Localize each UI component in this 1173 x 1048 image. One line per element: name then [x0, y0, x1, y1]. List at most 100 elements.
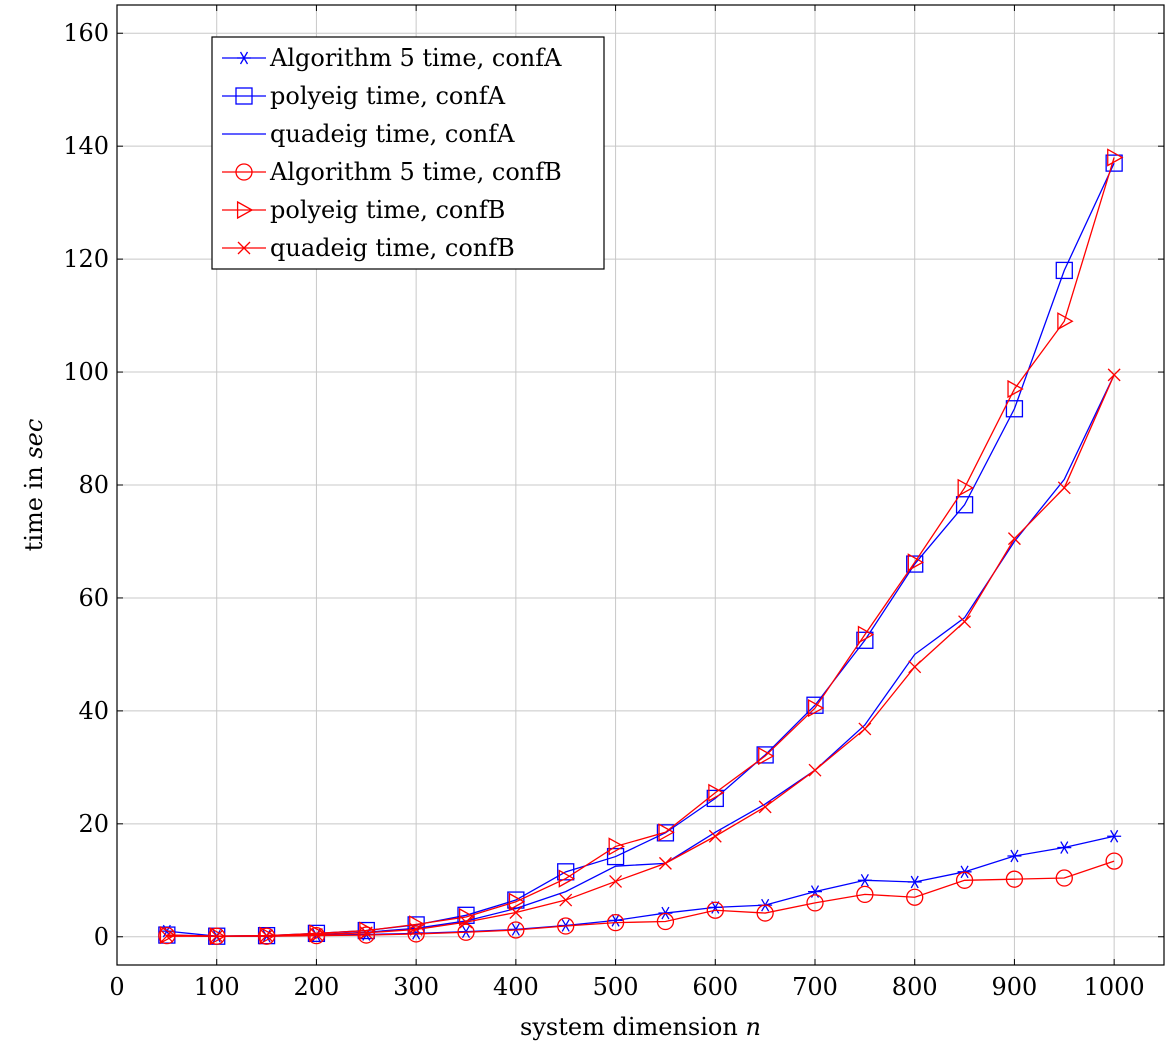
data-point — [509, 906, 523, 919]
x-axis-label: system dimension — [520, 1013, 738, 1041]
legend-label: Algorithm 5 time, confB — [269, 158, 562, 186]
data-point — [758, 800, 772, 814]
y-tick-label: 160 — [63, 19, 109, 47]
data-point — [606, 847, 625, 866]
data-point — [957, 478, 974, 497]
data-point — [606, 913, 625, 932]
x-tick-label: 1000 — [1084, 973, 1145, 1001]
data-point — [359, 926, 373, 940]
data-point — [558, 869, 576, 888]
series-layer — [158, 148, 1124, 946]
data-point — [557, 917, 575, 935]
y-axis-title: time in sec — [20, 419, 48, 552]
data-point — [1105, 154, 1123, 172]
x-axis-title: system dimension n — [520, 1013, 761, 1041]
data-point — [955, 496, 974, 514]
ticks: 0 100 200 300 400 500 600 700 800 900 1000 0 20 40 60 8… — [63, 5, 1164, 1001]
data-point — [1007, 532, 1021, 546]
data-point — [656, 912, 675, 931]
y-tick-label: 60 — [78, 584, 109, 612]
data-point — [459, 915, 473, 929]
x-tick-label: 900 — [992, 973, 1038, 1001]
data-point — [1105, 852, 1123, 870]
legend-entry: polyeig time, confB — [222, 196, 505, 224]
y-tick-label: 100 — [63, 358, 109, 386]
y-tick-label: 80 — [78, 471, 109, 499]
y-tick-label: 140 — [63, 132, 109, 160]
data-point — [758, 746, 775, 766]
data-point — [608, 837, 625, 856]
y-tick-label: 120 — [63, 245, 109, 273]
series-line — [166, 835, 1115, 937]
data-point — [1107, 368, 1121, 382]
data-point — [357, 926, 375, 944]
legend-marker — [236, 200, 254, 220]
data-point — [906, 555, 924, 573]
data-point — [160, 929, 174, 943]
data-point — [1007, 379, 1024, 399]
data-point — [1057, 841, 1072, 854]
data-point — [407, 925, 425, 943]
legend-marker — [237, 51, 251, 65]
legend-entry: quadeig time, confA — [222, 120, 515, 148]
legend-box — [211, 36, 605, 270]
data-point — [1057, 481, 1071, 495]
data-point — [908, 660, 922, 674]
legend-label: polyeig time, confB — [270, 196, 505, 224]
x-tick-label: 500 — [593, 973, 639, 1001]
series-3 — [166, 374, 1115, 937]
data-point — [309, 924, 326, 943]
data-point — [159, 925, 177, 945]
data-point — [260, 929, 274, 943]
data-point — [708, 783, 725, 802]
data-point — [756, 746, 774, 764]
data-point — [1107, 829, 1122, 843]
data-point — [658, 823, 675, 842]
data-point — [807, 698, 825, 718]
x-tick-label: 700 — [792, 973, 838, 1001]
legend-marker — [235, 87, 253, 105]
legend-marker — [237, 241, 251, 255]
data-point — [457, 923, 475, 941]
series-line — [166, 374, 1115, 937]
data-point — [457, 906, 475, 924]
legend-label: Algorithm 5 time, confA — [269, 44, 562, 72]
series-6 — [160, 368, 1121, 943]
x-tick-label: 800 — [892, 973, 938, 1001]
x-axis-variable: n — [745, 1013, 760, 1041]
legend-label: quadeig time, confA — [270, 120, 515, 148]
data-point — [857, 625, 875, 644]
data-point — [309, 928, 323, 941]
x-tick-label: 0 — [109, 973, 124, 1001]
series-line — [166, 374, 1115, 937]
data-point — [856, 631, 874, 649]
legend-marker — [235, 163, 253, 181]
grid — [116, 5, 1164, 965]
series-line — [166, 157, 1115, 937]
data-point — [1005, 400, 1024, 418]
data-point — [856, 885, 874, 904]
data-point — [858, 722, 872, 736]
data-point — [1005, 870, 1024, 888]
data-point — [1107, 148, 1124, 167]
series-1 — [159, 829, 1122, 943]
x-tick-label: 400 — [493, 973, 539, 1001]
series-2 — [158, 154, 1123, 945]
x-tick-label: 600 — [692, 973, 738, 1001]
data-point — [307, 926, 326, 945]
x-tick-label: 300 — [393, 973, 439, 1001]
series-4 — [158, 852, 1123, 945]
data-point — [906, 888, 924, 906]
data-point — [507, 921, 525, 939]
data-point — [706, 901, 724, 919]
series-5 — [159, 148, 1124, 946]
data-point — [808, 763, 822, 777]
legend-entry: Algorithm 5 time, confA — [222, 44, 562, 72]
data-point — [1055, 261, 1073, 280]
data-point — [409, 922, 423, 936]
data-point — [557, 863, 575, 881]
series-line — [166, 162, 1115, 937]
x-tick-label: 200 — [294, 973, 340, 1001]
data-point — [806, 894, 824, 912]
